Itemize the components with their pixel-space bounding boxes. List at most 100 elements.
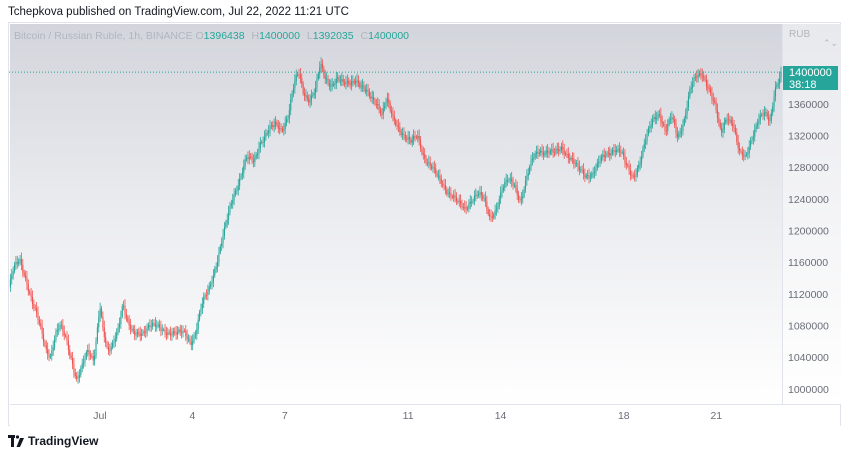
candle-body [602, 154, 604, 157]
candle-body [252, 160, 254, 163]
candle-body [109, 350, 111, 352]
y-tick-label: 1080000 [788, 320, 829, 332]
candle-body [257, 153, 259, 155]
candle-body [370, 96, 372, 99]
candle-body [733, 126, 735, 128]
candle-body [390, 110, 393, 115]
candle-body [337, 77, 339, 79]
candle-body [422, 152, 424, 155]
candle-body [472, 200, 474, 203]
time-axis[interactable] [10, 404, 840, 426]
candle-body [339, 80, 342, 82]
candle-body [167, 332, 169, 335]
candle-body [91, 356, 93, 357]
candle-body [580, 169, 582, 171]
candle-body [129, 325, 132, 330]
tradingview-logo[interactable]: TradingView [8, 434, 98, 448]
candle-body [489, 214, 491, 217]
candle-body [483, 198, 485, 199]
candle-body [136, 332, 138, 335]
candle-body [353, 81, 355, 84]
currency-label[interactable]: RUB [789, 29, 811, 40]
last-price-label: 1400000 38:18 [783, 66, 838, 91]
candle-body [500, 192, 502, 199]
candle-body [146, 328, 148, 333]
candle-body [640, 156, 643, 164]
candle-body [374, 99, 376, 105]
candle-body [261, 142, 263, 144]
candle-body [578, 166, 580, 171]
candle-body [494, 210, 496, 215]
candle-body [502, 187, 504, 191]
candle-body [341, 79, 343, 81]
candle-body [134, 331, 136, 336]
candle-body [540, 150, 542, 153]
candle-body [175, 332, 177, 335]
candle-body [613, 149, 615, 151]
candle-body [625, 162, 627, 166]
candle-body [234, 190, 237, 195]
candle-body [60, 324, 63, 326]
candle-body [52, 347, 54, 351]
candle-body [92, 356, 94, 361]
candle-body [349, 83, 351, 86]
candle-body [254, 157, 256, 163]
candle-body [501, 190, 503, 193]
candle-body [263, 137, 266, 143]
bar-countdown: 38:18 [789, 79, 817, 91]
candle-body [674, 119, 676, 125]
candle-body [102, 316, 104, 328]
candle-body [366, 90, 368, 92]
candle-body [221, 242, 223, 247]
candle-body [631, 175, 633, 177]
candle-body [49, 355, 51, 358]
candle-body [505, 180, 507, 183]
candle-body [428, 162, 430, 164]
candle-body [330, 85, 332, 87]
last-price-value: 1400000 [789, 67, 832, 79]
candle-body [149, 325, 151, 327]
candle-body [617, 148, 619, 150]
candle-body [754, 129, 756, 137]
candle-body [326, 78, 328, 80]
y-tick-label: 1120000 [788, 289, 828, 301]
candle-body [218, 252, 220, 262]
candle-body [385, 101, 387, 107]
candle-body [250, 156, 252, 158]
candle-body [201, 303, 203, 309]
candle-body [700, 72, 702, 76]
candle-body [125, 314, 127, 318]
candle-body [520, 198, 522, 201]
candle-body [182, 330, 184, 334]
candle-body [574, 163, 576, 165]
candle-body [38, 319, 40, 324]
candle-body [157, 324, 159, 326]
candle-body [143, 331, 145, 333]
candle-body [51, 350, 53, 356]
candle-body [357, 80, 359, 84]
candle-body [461, 203, 463, 208]
candle-body [530, 160, 532, 167]
candle-body [279, 128, 281, 130]
candle-body [127, 317, 129, 322]
candle-body [132, 328, 134, 332]
candle-body [672, 117, 674, 120]
candle-body [161, 329, 163, 331]
candle-body [671, 117, 673, 119]
candle-body [725, 119, 727, 123]
candle-body [551, 149, 553, 151]
candle-body [678, 133, 680, 138]
candle-body [389, 103, 391, 111]
candle-body [584, 174, 586, 178]
candle-body [317, 74, 319, 79]
candle-body [94, 355, 96, 361]
candle-body [681, 131, 683, 133]
candle-body [629, 170, 632, 176]
plot-area[interactable] [10, 24, 782, 404]
candle-body [34, 307, 36, 309]
candle-body [172, 331, 174, 335]
chevron-up-down-icon[interactable]: ⌃⌄ [823, 38, 839, 48]
x-tick-label: 14 [495, 410, 507, 422]
candle-body [360, 86, 362, 88]
candle-body [324, 76, 326, 79]
